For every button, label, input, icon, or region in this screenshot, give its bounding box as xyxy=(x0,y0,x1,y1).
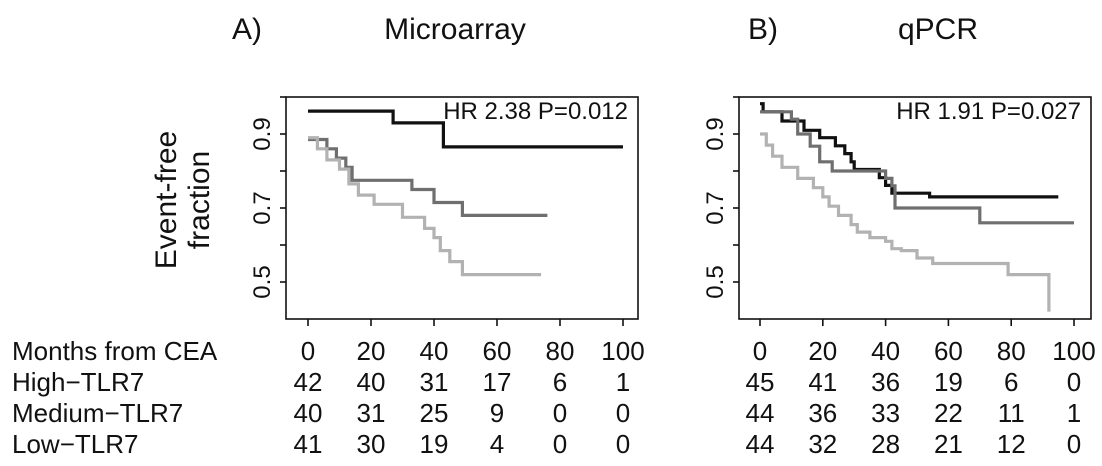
risk-count-medium: 0 xyxy=(553,398,567,428)
risk-count-low: 4 xyxy=(490,429,504,459)
risk-count-low: 44 xyxy=(746,429,775,459)
survival-curve-low-tlr7 xyxy=(760,132,1051,312)
panel-b-hr-annotation: HR 1.91 P=0.027 xyxy=(896,98,1081,125)
risk-count-high: 45 xyxy=(746,367,775,397)
x-tick-label: 40 xyxy=(420,336,449,366)
risk-count-low: 30 xyxy=(357,429,386,459)
risk-count-high: 19 xyxy=(934,367,963,397)
risk-table-row-labels: Months from CEA High−TLR7 Medium−TLR7 Lo… xyxy=(12,336,218,459)
risk-count-high: 6 xyxy=(553,367,567,397)
survival-curve-medium-tlr7 xyxy=(760,110,1074,225)
survival-curve-high-tlr7 xyxy=(308,109,623,149)
x-tick-label: 20 xyxy=(357,336,386,366)
y-axis-label-line1: Event-free xyxy=(150,131,183,269)
risk-count-medium: 1 xyxy=(1067,398,1081,428)
x-tick-label: 0 xyxy=(753,336,767,366)
x-tick-label: 20 xyxy=(808,336,837,366)
risk-count-medium: 40 xyxy=(294,398,323,428)
panel-b-title: qPCR xyxy=(898,13,978,46)
y-axis-label: Event-free fraction xyxy=(150,131,216,269)
risk-count-low: 12 xyxy=(997,429,1026,459)
risk-count-medium: 9 xyxy=(490,398,504,428)
x-tick-label: 40 xyxy=(871,336,900,366)
risk-count-high: 6 xyxy=(1004,367,1018,397)
risk-count-high: 42 xyxy=(294,367,323,397)
risk-count-low: 41 xyxy=(294,429,323,459)
panel-a: A) Microarray HR 2.38 P=0.012 0.5 0.7 0.9 xyxy=(232,13,639,320)
risk-count-low: 0 xyxy=(616,429,630,459)
risk-count-medium: 0 xyxy=(616,398,630,428)
risk-count-low: 19 xyxy=(420,429,449,459)
survival-curve-high-tlr7 xyxy=(760,102,1059,199)
y-tick-label: 0.9 xyxy=(249,117,276,150)
risk-count-medium: 31 xyxy=(357,398,386,428)
x-tick-label: 100 xyxy=(601,336,644,366)
panel-a-hr-annotation: HR 2.38 P=0.012 xyxy=(443,98,628,125)
y-tick-label: 0.5 xyxy=(249,265,276,298)
risk-count-medium: 25 xyxy=(420,398,449,428)
risk-label-high: High−TLR7 xyxy=(12,367,144,397)
risk-count-high: 31 xyxy=(420,367,449,397)
risk-count-low: 28 xyxy=(871,429,900,459)
x-tick-label: 60 xyxy=(483,336,512,366)
y-tick-label: 0.9 xyxy=(702,117,729,150)
survival-curve-medium-tlr7 xyxy=(308,137,548,217)
y-tick-label: 0.7 xyxy=(249,191,276,224)
risk-count-high: 1 xyxy=(616,367,630,397)
panel-a-title: Microarray xyxy=(384,13,526,46)
x-tick-label: 80 xyxy=(997,336,1026,366)
risk-count-high: 36 xyxy=(871,367,900,397)
risk-count-low: 0 xyxy=(1067,429,1081,459)
risk-count-low: 32 xyxy=(808,429,837,459)
risk-count-high: 40 xyxy=(357,367,386,397)
x-tick-label: 80 xyxy=(546,336,575,366)
y-tick-label: 0.7 xyxy=(702,191,729,224)
y-axis-label-line2: fraction xyxy=(183,151,216,249)
risk-count-medium: 22 xyxy=(934,398,963,428)
x-tick-label: 0 xyxy=(301,336,315,366)
panel-b: B) qPCR HR 1.91 P=0.027 0.5 0.7 0.9 xyxy=(702,13,1092,320)
risk-count-low: 21 xyxy=(934,429,963,459)
risk-count-medium: 44 xyxy=(746,398,775,428)
y-tick-label: 0.5 xyxy=(702,265,729,298)
survival-curve-low-tlr7 xyxy=(308,136,542,277)
risk-label-medium: Medium−TLR7 xyxy=(12,398,183,428)
risk-count-high: 41 xyxy=(808,367,837,397)
risk-label-months: Months from CEA xyxy=(12,336,218,366)
panel-a-y-axis: 0.5 0.7 0.9 xyxy=(249,96,286,299)
risk-count-high: 17 xyxy=(483,367,512,397)
x-tick-label: 100 xyxy=(1052,336,1095,366)
risk-count-low: 0 xyxy=(553,429,567,459)
risk-label-low: Low−TLR7 xyxy=(12,429,138,459)
panel-b-survival-curves xyxy=(760,102,1074,312)
panel-b-y-axis: 0.5 0.7 0.9 xyxy=(702,96,739,299)
x-tick-label: 60 xyxy=(934,336,963,366)
panel-a-survival-curves xyxy=(308,109,623,277)
risk-count-medium: 36 xyxy=(808,398,837,428)
risk-count-high: 0 xyxy=(1067,367,1081,397)
risk-count-medium: 33 xyxy=(871,398,900,428)
panel-b-letter: B) xyxy=(748,13,778,46)
panel-a-letter: A) xyxy=(232,13,262,46)
risk-count-medium: 11 xyxy=(998,398,1025,428)
